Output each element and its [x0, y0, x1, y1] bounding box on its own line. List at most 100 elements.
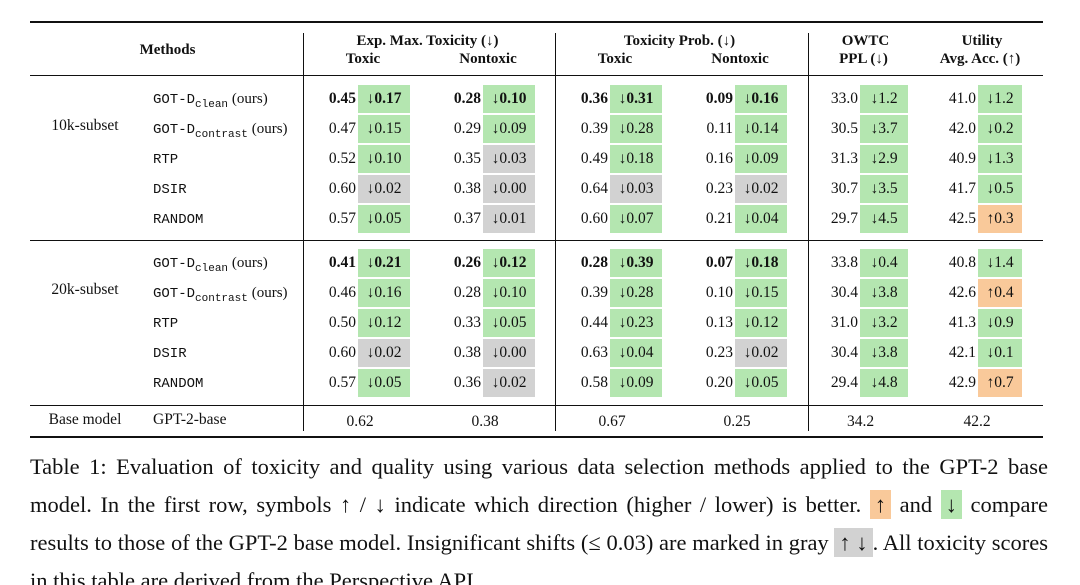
divider: [303, 33, 304, 431]
methods-header: Methods: [139, 42, 196, 58]
cell-value: 30.7: [830, 180, 858, 197]
cell-value: 0.20: [705, 374, 733, 391]
cell-value: 0.29: [453, 120, 481, 137]
column-header: Toxic: [597, 51, 633, 67]
cell-value: 42.6: [948, 284, 976, 301]
cell-value: 0.63: [580, 344, 608, 361]
base-value: 42.2: [963, 413, 991, 430]
cell-delta: ↓0.04: [735, 205, 787, 233]
base-label: Base model: [48, 411, 122, 428]
cell-delta: ↓4.8: [860, 369, 908, 397]
cell-delta: ↓0.28: [610, 115, 662, 143]
cell-delta: ↓3.7: [860, 115, 908, 143]
cell-delta: ↓2.9: [860, 145, 908, 173]
cell-delta: ↓0.05: [358, 369, 410, 397]
cell-value: 41.7: [948, 180, 976, 197]
caption-text: . All toxicity scores in this table are …: [30, 530, 1048, 585]
cell-delta: ↓0.12: [735, 309, 787, 337]
cell-value: 0.26: [453, 254, 481, 271]
cell-delta: ↓3.8: [860, 279, 908, 307]
cell-value: 0.23: [705, 180, 733, 197]
method-subscript: contrast: [195, 129, 248, 142]
cell-delta: ↓0.03: [610, 175, 662, 203]
cell-delta: ↓0.4: [860, 249, 908, 277]
cell-value: 42.0: [948, 120, 976, 137]
cell-value: 0.39: [580, 120, 608, 137]
cell-value: 41.0: [948, 90, 976, 107]
cell-delta: ↓0.17: [358, 85, 410, 113]
cell-value: 30.4: [830, 284, 858, 301]
cell-delta: ↓0.31: [610, 85, 662, 113]
base-value: 0.62: [346, 413, 374, 430]
cell-delta: ↓0.00: [483, 175, 535, 203]
cell-value: 0.21: [705, 210, 733, 227]
cell-value: 41.3: [948, 314, 976, 331]
cell-delta: ↑0.7: [978, 369, 1022, 397]
bottom-rule: [30, 436, 1043, 438]
cell-value: 40.9: [948, 150, 976, 167]
cell-value: 0.13: [705, 314, 733, 331]
cell-delta: ↓0.10: [358, 145, 410, 173]
base-value: 0.25: [723, 413, 751, 430]
method-name: GOT-D: [153, 92, 196, 108]
cell-value: 0.28: [580, 254, 608, 271]
cell-value: 0.47: [328, 120, 356, 137]
caption-text: compare results to those of the GPT-2 ba…: [30, 492, 1048, 555]
top-rule: [30, 21, 1043, 23]
method-note: (ours): [251, 121, 288, 137]
cell-delta: ↑0.4: [978, 279, 1022, 307]
cell-value: 31.0: [830, 314, 858, 331]
cell-value: 0.60: [328, 180, 356, 197]
cell-value: 0.35: [453, 150, 481, 167]
base-value: 34.2: [846, 413, 875, 430]
cell-value: 0.11: [706, 120, 733, 137]
column-header: Avg. Acc. (↑): [939, 51, 1021, 67]
cell-delta: ↓0.16: [735, 85, 787, 113]
cell-value: 0.44: [580, 314, 608, 331]
cell-value: 0.52: [328, 150, 356, 167]
cell-value: 0.38: [453, 344, 481, 361]
cell-delta: ↓0.1: [978, 339, 1022, 367]
cell-delta: ↓1.2: [978, 85, 1022, 113]
cell-delta: ↓0.05: [358, 205, 410, 233]
cell-delta: ↓0.02: [358, 175, 410, 203]
method: RANDOM: [153, 205, 203, 234]
group-header: Utility: [961, 33, 1003, 49]
base-value: 0.67: [598, 413, 626, 430]
cell-delta: ↓0.28: [610, 279, 662, 307]
column-header: PPL (↓): [839, 51, 888, 67]
cell-value: 0.57: [328, 210, 356, 227]
method: GOT-Dcontrast (ours): [153, 279, 288, 313]
cell-delta: ↓0.18: [610, 145, 662, 173]
cell-delta: ↑0.3: [978, 205, 1022, 233]
method: GOT-Dcontrast (ours): [153, 115, 288, 149]
cell-delta: ↓0.16: [358, 279, 410, 307]
method-name: DSIR: [153, 346, 187, 362]
cell-delta: ↓4.5: [860, 205, 908, 233]
cell-delta: ↓0.39: [610, 249, 662, 277]
cell-value: 33.8: [830, 254, 858, 271]
method-subscript: contrast: [195, 293, 248, 306]
cell-value: 0.60: [328, 344, 356, 361]
cell-value: 29.7: [830, 210, 858, 227]
method-name: DSIR: [153, 182, 187, 198]
cell-delta: ↓0.12: [358, 309, 410, 337]
cell-delta: ↓3.2: [860, 309, 908, 337]
cell-delta: ↓3.5: [860, 175, 908, 203]
cell-delta: ↓0.04: [610, 339, 662, 367]
cell-value: 0.38: [453, 180, 481, 197]
cell-value: 0.07: [705, 254, 733, 271]
method: GOT-Dclean (ours): [153, 85, 268, 119]
cell-delta: ↓3.8: [860, 339, 908, 367]
cell-value: 0.09: [705, 90, 733, 107]
caption-swatch: ↓: [940, 490, 962, 519]
cell-value: 40.8: [948, 254, 976, 271]
group-header: OWTC: [841, 33, 890, 49]
cell-delta: ↓0.09: [610, 369, 662, 397]
column-header: Nontoxic: [459, 51, 517, 67]
method: RTP: [153, 309, 178, 338]
cell-delta: ↓0.09: [735, 145, 787, 173]
method-note: (ours): [231, 91, 268, 107]
cell-delta: ↓0.05: [483, 309, 535, 337]
base-method: GPT-2-base: [153, 411, 227, 428]
